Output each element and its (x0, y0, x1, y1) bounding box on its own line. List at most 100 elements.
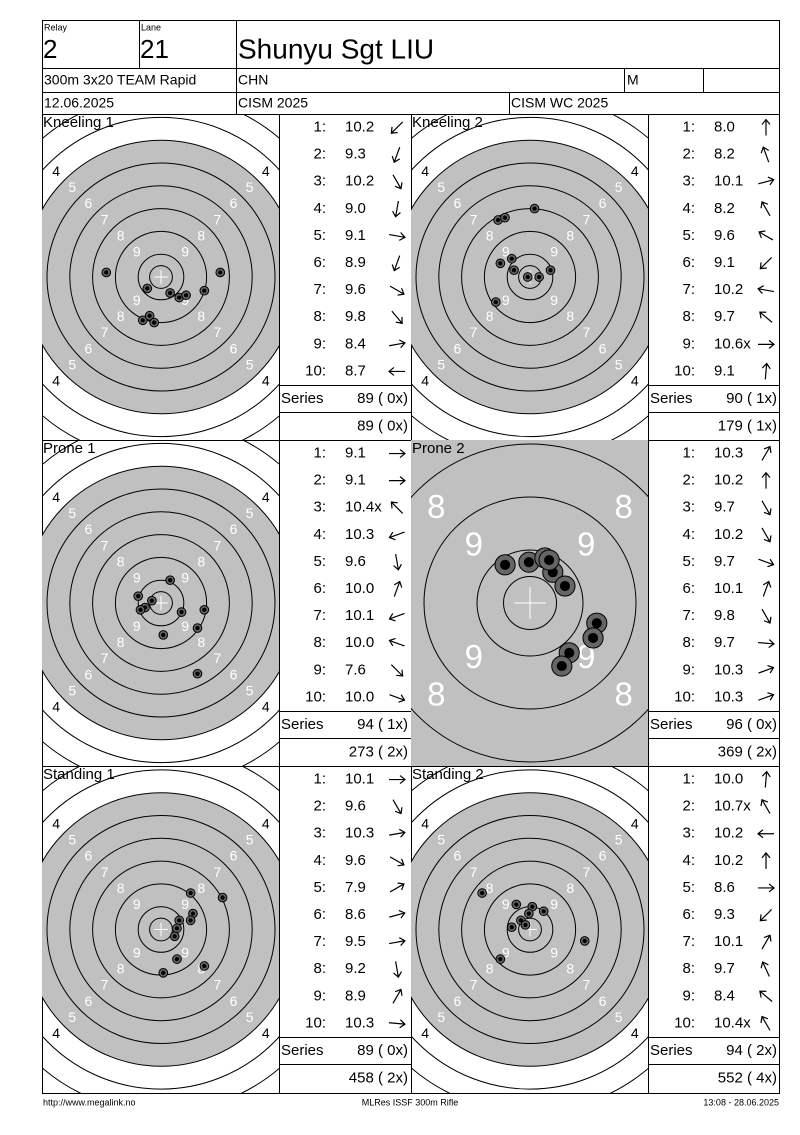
shot-score: 10.2 (714, 852, 743, 869)
direction-arrow (757, 639, 775, 648)
ring-label: 8 (615, 488, 633, 525)
direction-arrow (391, 255, 401, 272)
shot-score: 10.1 (714, 580, 743, 597)
direction-arrow (759, 990, 773, 1002)
hit (506, 922, 517, 933)
direction-arrow (392, 799, 403, 815)
ring (46, 488, 276, 718)
arrow-shape (390, 664, 404, 677)
direction-arrow (389, 775, 406, 785)
shot-score: 9.6 (714, 227, 735, 244)
arrow-shape (758, 176, 775, 186)
hit (534, 272, 544, 282)
arrow-shape (392, 988, 403, 1004)
ring-label: 5 (68, 682, 76, 698)
shot-number: 3: (313, 825, 326, 842)
hit-inner (145, 286, 150, 291)
hit (524, 908, 534, 919)
ring (69, 185, 253, 369)
shot-number: 7: (313, 933, 326, 950)
shot-number: 4: (682, 200, 695, 217)
hit-inner (500, 559, 511, 570)
shot-number: 8: (313, 634, 326, 651)
ring-label: 7 (583, 977, 591, 993)
center-cross (514, 587, 546, 619)
ring (137, 253, 185, 301)
ring-label: 4 (262, 698, 270, 714)
shot-number: 7: (313, 281, 326, 298)
arrow-shape (757, 829, 774, 839)
arrow-shape (388, 531, 405, 541)
hit (147, 595, 157, 606)
hit-inner (511, 267, 517, 273)
direction-arrow (758, 664, 775, 674)
ring-label: 9 (577, 526, 595, 563)
ring-label: 4 (52, 163, 60, 179)
hit (509, 265, 519, 275)
shot-number: 9: (313, 335, 326, 352)
ring-label: 8 (197, 227, 205, 243)
hit (511, 899, 522, 910)
ring-label: 8 (427, 675, 445, 712)
ring-label: 8 (486, 880, 494, 896)
arrow-shape (758, 230, 774, 241)
ring-label: 9 (181, 618, 189, 634)
shot-number: 10: (674, 1014, 695, 1031)
ring (438, 837, 622, 1022)
ring-label: 4 (52, 1025, 60, 1041)
ring-label: 5 (68, 505, 76, 521)
shot-score: 8.2 (714, 146, 735, 163)
ring-label: 8 (197, 880, 205, 896)
shot-number: 9: (313, 987, 326, 1004)
shot-number: 2: (313, 798, 326, 815)
ring (476, 549, 584, 657)
shot-score: 9.1 (714, 362, 735, 379)
direction-arrow (393, 961, 402, 979)
hit-inner (202, 607, 207, 613)
shot-number: 8: (682, 308, 695, 325)
hit (215, 267, 226, 278)
arrow-shape (389, 694, 406, 703)
arrow-shape (389, 232, 406, 241)
hit-inner (140, 318, 145, 323)
shot-number: 1: (313, 445, 326, 462)
arrow-shape (757, 285, 774, 294)
series-label: Series (650, 716, 693, 733)
ring-label: 4 (631, 815, 639, 831)
hit-inner (541, 909, 546, 914)
direction-arrow (760, 1015, 771, 1031)
ring-label: 9 (133, 244, 141, 260)
ring-label: 5 (615, 832, 623, 848)
ring-label: 9 (465, 638, 483, 675)
ring-label: 4 (52, 489, 60, 505)
hit (520, 920, 531, 930)
hit-inner (161, 632, 166, 638)
hit-inner (177, 295, 182, 300)
shot-number: 8: (682, 960, 695, 977)
hit (551, 655, 573, 677)
panel-title: Standing 1 (43, 766, 115, 783)
ring-label: 8 (615, 675, 633, 712)
shot-score: 8.0 (714, 119, 735, 136)
direction-arrow (758, 883, 775, 893)
ring-label: 5 (246, 179, 254, 195)
direction-arrow (389, 339, 406, 349)
ring-label: 5 (437, 356, 445, 372)
direction-arrow (389, 937, 406, 946)
ring-label: 6 (599, 848, 607, 864)
ring (42, 465, 279, 741)
hit (500, 212, 510, 223)
ring-label: 9 (465, 526, 483, 563)
shot-score: 10.1 (714, 933, 743, 950)
ring-label: 4 (52, 372, 60, 388)
ring-label: 9 (550, 896, 558, 912)
hit-inner (174, 926, 180, 931)
hit-inner (195, 671, 200, 676)
hit (495, 954, 506, 964)
ring-label: 6 (85, 993, 93, 1009)
ring-label: 4 (52, 698, 60, 714)
ring (483, 883, 577, 976)
